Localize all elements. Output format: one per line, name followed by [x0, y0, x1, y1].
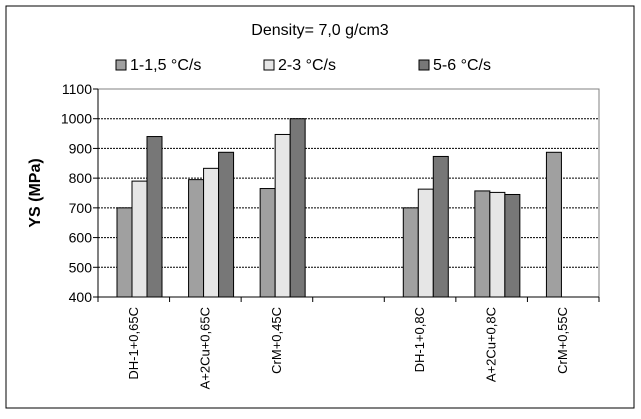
bar	[188, 179, 205, 298]
x-tick-label: DH-1+0,65C	[126, 307, 141, 380]
legend-swatch	[418, 59, 430, 71]
legend-label: 2-3 °C/s	[278, 57, 336, 74]
y-axis: 400 500 600 700 800 900 1000 1100	[61, 81, 99, 305]
y-tick-label: 1000	[61, 111, 92, 127]
bar	[289, 118, 306, 298]
legend-label: 5-6 °C/s	[433, 57, 491, 74]
y-tick-label: 900	[69, 140, 93, 156]
x-tick-label: A+2Cu+0,65C	[197, 307, 212, 389]
bar	[402, 207, 419, 298]
bars	[116, 118, 562, 298]
y-axis-label: YS (MPa)	[27, 158, 44, 227]
bar	[146, 136, 163, 298]
bar	[131, 180, 148, 298]
bar	[474, 190, 491, 298]
bar	[274, 133, 291, 298]
chart-border	[5, 5, 635, 409]
legend: 1-1,5 °C/s 2-3 °C/s 5-6 °C/s	[115, 57, 491, 74]
bar	[116, 207, 133, 298]
bar	[417, 188, 434, 298]
bar	[259, 188, 276, 298]
bar	[432, 155, 449, 298]
x-tick-label: DH-1+0,8C	[412, 307, 427, 372]
x-axis: DH-1+0,65C A+2Cu+0,65C CrM+0,45C DH-1+0,8C A…	[97, 296, 600, 389]
y-tick-label: 500	[69, 259, 93, 275]
bar	[504, 193, 521, 298]
y-tick-label: 700	[69, 200, 93, 216]
x-tick-label: CrM+0,45C	[269, 307, 284, 374]
y-tick-label: 600	[69, 230, 93, 246]
legend-swatch	[115, 59, 127, 71]
bar	[203, 167, 220, 298]
y-tick-label: 1100	[62, 81, 92, 97]
chart-title: Density= 7,0 g/cm3	[251, 22, 389, 39]
legend-swatch	[263, 59, 275, 71]
bar	[489, 191, 506, 298]
bar	[545, 151, 562, 298]
x-tick-label: A+2Cu+0,8C	[484, 307, 499, 382]
x-tick-label: CrM+0,55C	[555, 307, 570, 374]
bar	[218, 151, 235, 298]
y-tick-label: 800	[69, 170, 93, 186]
legend-label: 1-1,5 °C/s	[130, 57, 201, 74]
y-tick-label: 400	[69, 289, 93, 305]
